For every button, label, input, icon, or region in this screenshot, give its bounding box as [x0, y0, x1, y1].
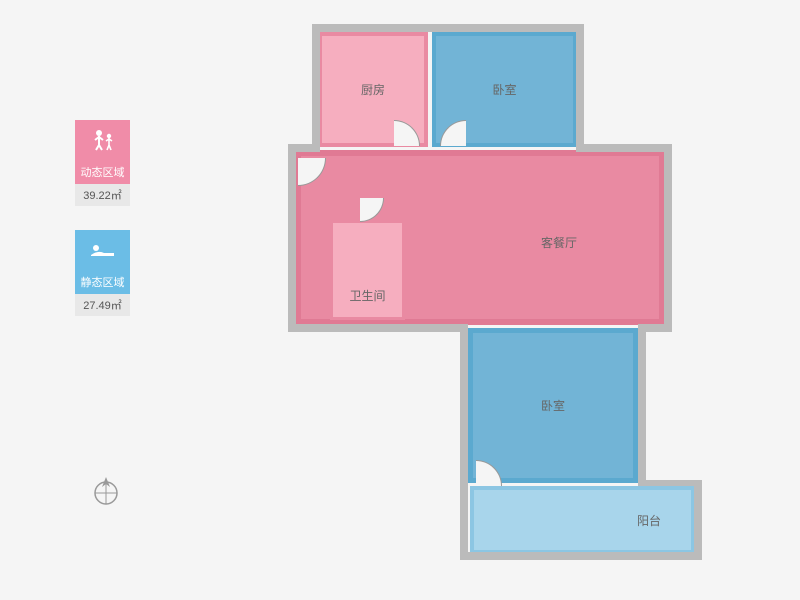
legend-label-static: 静态区域: [75, 270, 130, 294]
wall: [312, 24, 320, 152]
people-icon: [75, 120, 130, 160]
wall: [312, 24, 584, 32]
room-label-balcony: 阳台: [637, 512, 661, 529]
wall: [638, 480, 702, 486]
wall: [576, 144, 672, 152]
room-label-bathroom: 卫生间: [349, 287, 385, 304]
wall: [694, 480, 702, 560]
wall: [638, 324, 646, 486]
legend-item-dynamic: 动态区域 39.22㎡: [75, 120, 130, 206]
wall: [664, 144, 672, 332]
wall: [460, 552, 702, 560]
room-label-kitchen: 厨房: [361, 81, 385, 98]
legend-item-static: 静态区域 27.49㎡: [75, 230, 130, 316]
legend-value-dynamic: 39.22㎡: [75, 184, 130, 206]
room-balcony: 阳台: [470, 486, 695, 554]
wall: [288, 144, 296, 332]
room-label-bedroom-bottom: 卧室: [541, 397, 565, 414]
room-bathroom: 卫生间: [330, 220, 405, 320]
legend-value-static: 27.49㎡: [75, 294, 130, 316]
compass-icon: [90, 475, 122, 512]
rest-icon: [75, 230, 130, 270]
room-label-bedroom-top: 卧室: [492, 81, 516, 98]
wall: [460, 324, 468, 560]
room-bedroom-bottom: 卧室: [468, 328, 638, 483]
legend-label-dynamic: 动态区域: [75, 160, 130, 184]
room-label-living: 客餐厅: [541, 234, 577, 251]
legend: 动态区域 39.22㎡ 静态区域 27.49㎡: [75, 120, 130, 340]
floorplan: 客餐厅 厨房 卧室 卫生间 卧室 阳台: [270, 20, 710, 575]
wall: [288, 324, 466, 332]
wall: [576, 24, 584, 152]
